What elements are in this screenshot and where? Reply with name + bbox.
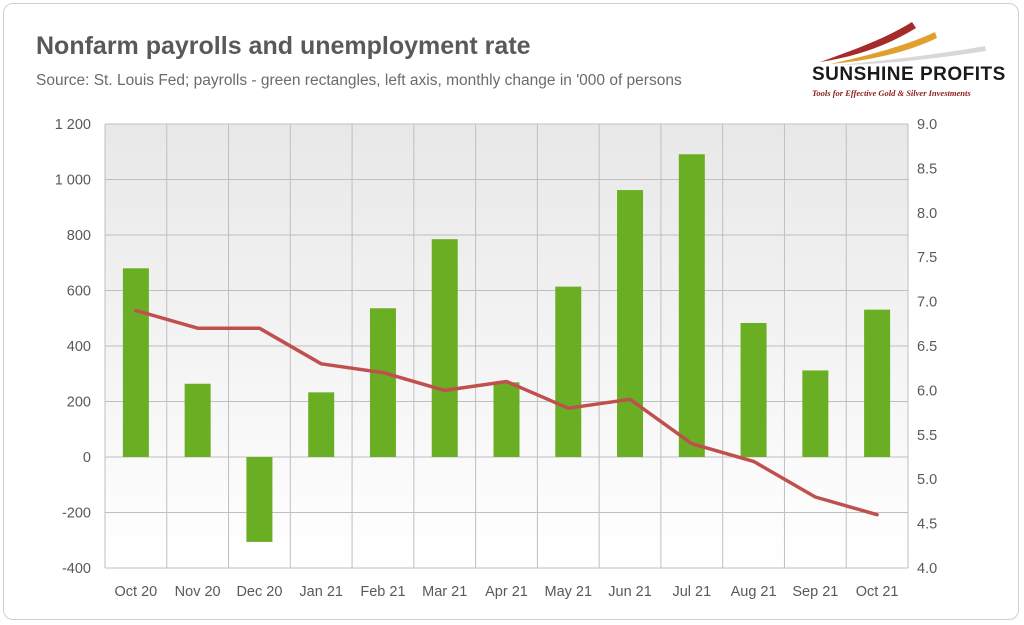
payroll-bar (184, 383, 211, 457)
right-tick-label: 5.5 (917, 428, 937, 444)
x-axis-labels: Oct 20 Nov 20 Dec 20 Jan 21 Feb 21 Mar 21 Apr … (115, 584, 899, 600)
left-tick-label: 800 (67, 228, 91, 244)
payrolls-bars (122, 154, 891, 542)
x-tick-label: Feb 21 (360, 584, 405, 600)
payroll-bar (678, 154, 705, 457)
right-tick-label: 8.0 (917, 206, 937, 222)
payroll-bar (246, 457, 273, 542)
payroll-bar (864, 309, 891, 457)
left-axis-ticks: -400 -200 0 200 400 600 800 1 000 1 200 (55, 117, 91, 577)
x-tick-label: Oct 20 (115, 584, 158, 600)
x-tick-label: Mar 21 (422, 584, 467, 600)
left-tick-label: 1 000 (55, 173, 91, 189)
x-tick-label: Jan 21 (299, 584, 343, 600)
logo-tagline: Tools for Effective Gold & Silver Invest… (812, 88, 971, 98)
left-tick-label: 400 (67, 339, 91, 355)
payroll-bar (802, 370, 829, 457)
payroll-bar (617, 190, 644, 458)
left-tick-label: 0 (83, 450, 91, 466)
logo-name: SUNSHINE PROFITS (812, 64, 1006, 85)
left-tick-label: 600 (67, 284, 91, 300)
x-tick-label: Nov 20 (175, 584, 221, 600)
right-tick-label: 5.0 (917, 472, 937, 488)
right-axis-ticks: 4.0 4.5 5.0 5.5 6.0 6.5 7.0 7.5 8.0 8.5 9.0 (917, 117, 937, 577)
sunshine-profits-logo: SUNSHINE PROFITS Tools for Effective Gol… (800, 18, 1010, 103)
payroll-bar (431, 239, 458, 457)
x-tick-label: Sep 21 (792, 584, 838, 600)
right-tick-label: 9.0 (917, 117, 937, 133)
payroll-bar (369, 308, 396, 457)
x-tick-label: Dec 20 (236, 584, 282, 600)
x-tick-label: Jul 21 (672, 584, 711, 600)
left-tick-label: 200 (67, 395, 91, 411)
unemployment-rate-line (134, 308, 879, 517)
payroll-bar (555, 286, 582, 457)
chart-title: Nonfarm payrolls and unemployment rate (36, 32, 531, 60)
payroll-bar (740, 322, 767, 457)
x-tick-label: Aug 21 (731, 584, 777, 600)
right-tick-label: 4.5 (917, 517, 937, 533)
payroll-bar (308, 392, 335, 457)
chart-subtitle: Source: St. Louis Fed; payrolls - green … (36, 72, 682, 89)
left-tick-label: -200 (62, 506, 91, 522)
left-tick-label: 1 200 (55, 117, 91, 133)
right-tick-label: 4.0 (917, 561, 937, 577)
x-tick-label: May 21 (544, 584, 592, 600)
right-tick-label: 8.5 (917, 161, 937, 177)
right-tick-label: 7.0 (917, 295, 937, 311)
left-tick-label: -400 (62, 561, 91, 577)
x-tick-label: Oct 21 (856, 584, 899, 600)
right-tick-label: 7.5 (917, 250, 937, 266)
x-tick-label: Apr 21 (485, 584, 528, 600)
gridlines (104, 123, 909, 569)
payroll-bar (493, 382, 520, 457)
payroll-bar (122, 268, 149, 457)
right-tick-label: 6.0 (917, 383, 937, 399)
unemployment-line (134, 308, 879, 517)
right-tick-label: 6.5 (917, 339, 937, 355)
x-tick-label: Jun 21 (608, 584, 652, 600)
logo-swoosh-icon (820, 22, 986, 65)
